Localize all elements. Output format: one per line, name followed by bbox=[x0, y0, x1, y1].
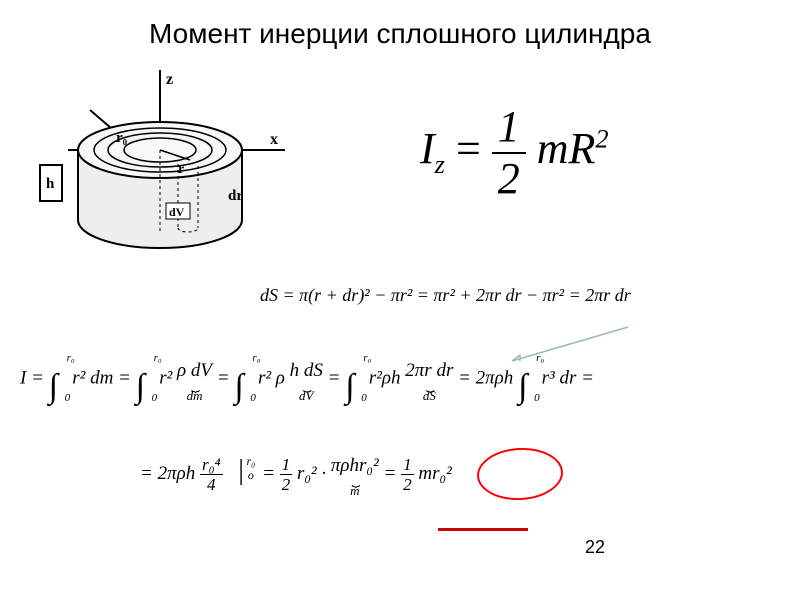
label-r: r bbox=[178, 162, 184, 177]
label-z: z bbox=[166, 71, 173, 88]
arrow-annotation bbox=[510, 325, 630, 365]
label-h: h bbox=[46, 176, 55, 192]
slide-body: h z x y r₀ r dr dV Iz = 12 mR2 bbox=[0, 50, 800, 570]
red-circle-annotation bbox=[476, 446, 565, 502]
page-number: 22 bbox=[585, 537, 605, 558]
ds-equation: dS = π(r + dr)² − πr² = πr² + 2πr dr − π… bbox=[260, 285, 631, 306]
label-dr: dr bbox=[228, 188, 243, 204]
label-r0: r₀ bbox=[116, 130, 128, 146]
main-formula: Iz = 12 mR2 bbox=[420, 105, 609, 201]
cylinder-diagram: h z x y r₀ r dr dV bbox=[30, 60, 290, 310]
label-dV: dV bbox=[169, 205, 185, 219]
integral-derivation-2: = 2πρh r₀⁴4 |r₀o = 12 r₀² · πρhr₀²⏟m = 1… bbox=[140, 455, 452, 497]
slide-title: Момент инерции сплошного цилиндра bbox=[0, 0, 800, 50]
red-underline-annotation bbox=[438, 528, 528, 531]
integral-derivation-1: I = ∫r₀0 r² dm = ∫r₀0 r² ρ dV⏟dm = ∫r₀0 … bbox=[20, 360, 594, 402]
label-x: x bbox=[270, 131, 278, 148]
